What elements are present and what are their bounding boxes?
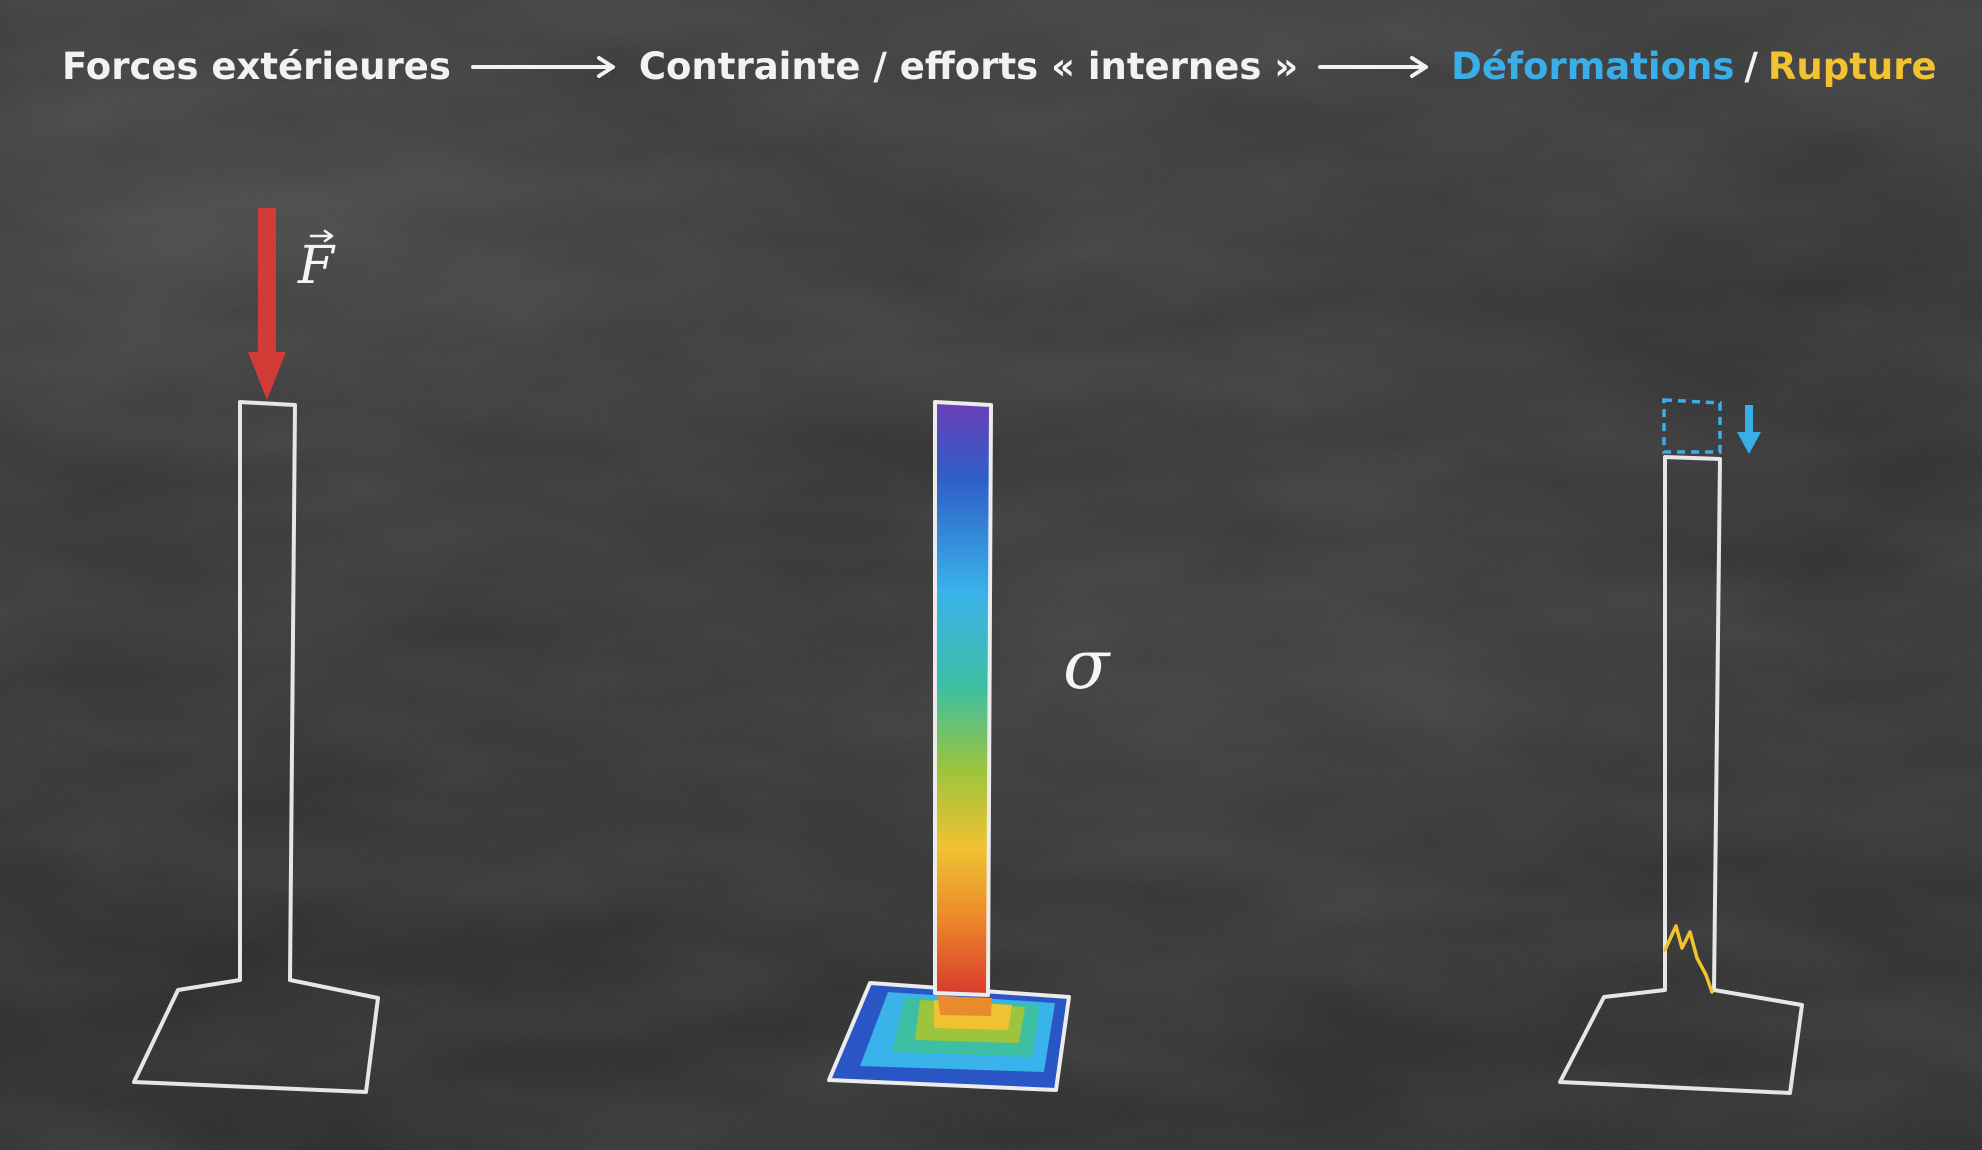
- header-separator: /: [1744, 44, 1758, 88]
- force-label: F: [297, 229, 336, 296]
- header-step-forces: Forces extérieures: [62, 44, 451, 88]
- original-position-outline: [1662, 398, 1722, 454]
- column-force: F: [132, 208, 380, 1094]
- stress-base-outline: [827, 981, 1071, 1092]
- process-header: Forces extérieures Contrainte / efforts …: [62, 36, 1937, 96]
- right-arrow-icon: [470, 45, 621, 88]
- force-symbol: F: [297, 236, 336, 296]
- column-deformation: [1558, 398, 1804, 1095]
- stress-base: [827, 981, 1071, 1092]
- stress-symbol: σ: [1063, 626, 1111, 705]
- stress-column-shaft: [933, 400, 993, 997]
- column-outline: [1558, 455, 1804, 1095]
- header-step-stress: Contrainte / efforts « internes »: [638, 44, 1299, 88]
- column-stress: σ: [827, 400, 1111, 1092]
- column-outline: [132, 400, 380, 1094]
- right-arrow-icon: [1318, 45, 1433, 88]
- header-step-rupture: Rupture: [1767, 44, 1937, 88]
- down-arrow-icon: [248, 208, 286, 400]
- down-arrow-icon: [1737, 405, 1761, 454]
- header-step-deformation: Déformations: [1451, 44, 1735, 88]
- crack-icon: [1663, 924, 1714, 994]
